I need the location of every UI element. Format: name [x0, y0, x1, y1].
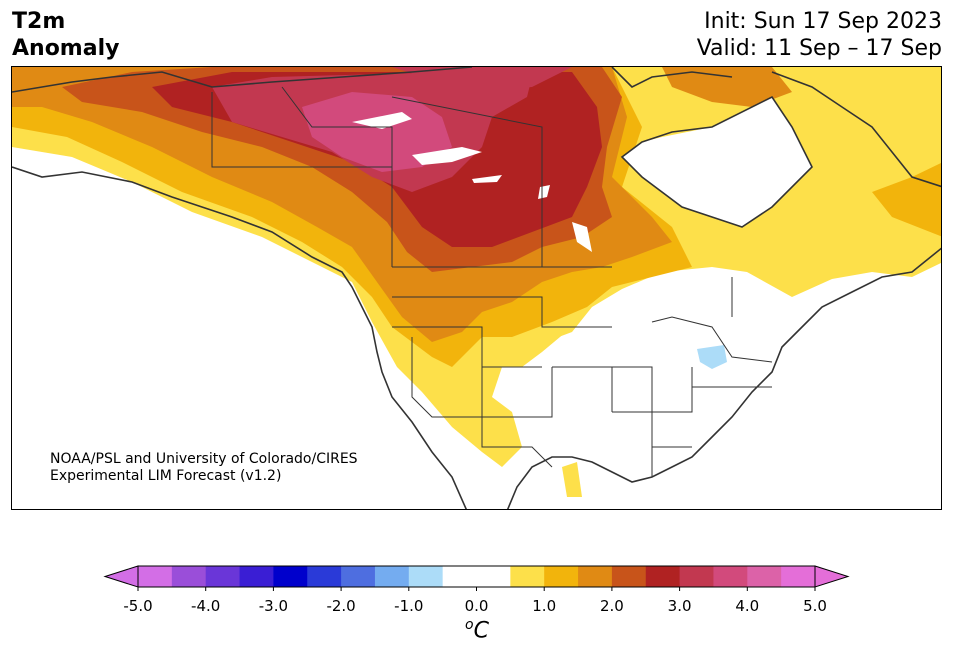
credit-line1: NOAA/PSL and University of Colorado/CIRE… — [50, 451, 358, 467]
colorbar-segment — [476, 566, 511, 587]
colorbar-segment — [747, 566, 782, 587]
colorbar-tick-label: -2.0 — [326, 597, 356, 615]
credit-line2: Experimental LIM Forecast (v1.2) — [50, 468, 282, 484]
colorbar-segment — [307, 566, 342, 587]
anomaly-region-3-5 — [302, 92, 452, 172]
colorbar-segment — [239, 566, 274, 587]
colorbar-segment — [679, 566, 714, 587]
unit-superscript: o — [465, 617, 474, 633]
init-date: Init: Sun 17 Sep 2023 — [704, 9, 942, 34]
colorbar-segment — [171, 566, 207, 587]
colorbar-tick-label: 2.0 — [599, 597, 624, 615]
political-borders — [211, 86, 773, 477]
map-title-line1: T2m — [12, 9, 66, 34]
map-credit: NOAA/PSL and University of Colorado/CIRE… — [50, 451, 358, 485]
colorbar-segment — [205, 566, 241, 587]
colorbar-segment — [341, 566, 376, 587]
anomaly-map: NOAA/PSL and University of Colorado/CIRE… — [11, 66, 942, 510]
coastline-west — [12, 166, 467, 509]
unit-base: C — [473, 618, 489, 644]
colorbar-segment — [544, 566, 579, 587]
colorbar-tick-label: 3.0 — [667, 597, 692, 615]
colorbar-tick-label: -4.0 — [191, 597, 221, 615]
great-lake-shape-2 — [412, 147, 482, 165]
colorbar-tick-label: 1.0 — [532, 597, 557, 615]
anomaly-region-neg-0-5 — [697, 345, 727, 369]
coastline-hudson — [620, 95, 813, 228]
great-lake-shape-3 — [572, 222, 592, 252]
colorbar-tick-label: 4.0 — [735, 597, 760, 615]
forecast-dates: Init: Sun 17 Sep 2023 Valid: 11 Sep – 17… — [697, 8, 942, 62]
colorbar-segment — [713, 566, 748, 587]
colorbar-segment — [374, 566, 410, 587]
colorbar-unit: oC — [465, 617, 489, 643]
colorbar-segment — [578, 566, 613, 587]
hudson-bay — [622, 97, 812, 227]
map-title-line2: Anomaly — [12, 36, 120, 61]
colorbar-extend-low — [103, 565, 139, 588]
colorbar-tick-label: -1.0 — [394, 597, 424, 615]
colorbar-segment — [510, 566, 545, 587]
colorbar-segment — [408, 566, 444, 587]
valid-range: Valid: 11 Sep – 17 Sep — [696, 36, 942, 61]
colorbar-extend-high — [814, 565, 850, 588]
colorbar-segment — [781, 566, 816, 587]
colorbar-tick-label: 0.0 — [464, 597, 489, 615]
coastline-east — [506, 247, 941, 509]
colorbar-tick-label: -3.0 — [258, 597, 289, 615]
anomaly-map-canvas — [12, 67, 941, 509]
colorbar-tick-label: 5.0 — [803, 597, 827, 615]
map-title: T2m Anomaly — [12, 8, 119, 62]
anomaly-region-plains — [482, 312, 587, 497]
coastline-north — [12, 67, 941, 188]
great-lake-shape-5 — [538, 185, 550, 199]
colorbar-segment — [442, 566, 477, 587]
great-lake-shape-1 — [352, 112, 412, 129]
colorbar-segment — [645, 566, 681, 587]
colorbar-segment — [611, 566, 647, 587]
great-lake-shape-4 — [472, 175, 502, 183]
colorbar-segment — [273, 566, 308, 587]
colorbar-segment — [138, 566, 173, 587]
colorbar-tick-label: -5.0 — [123, 597, 153, 615]
